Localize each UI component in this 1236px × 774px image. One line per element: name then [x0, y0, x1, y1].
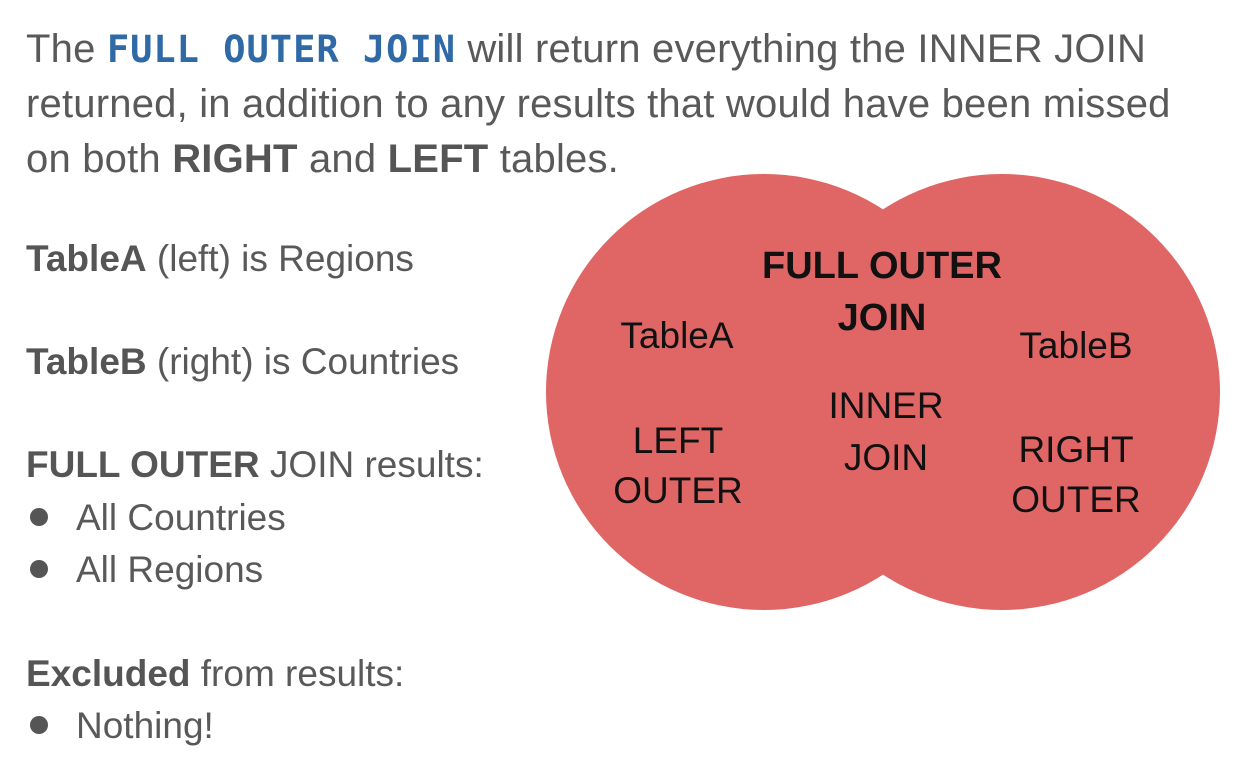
result-item-regions: All Regions: [76, 549, 264, 590]
venn-right-outer-line1: RIGHT: [1018, 429, 1133, 470]
table-b-description: TableB (right) is Countries: [26, 340, 459, 384]
full-outer-join-keyword: FULL OUTER JOIN: [106, 28, 456, 71]
excluded-heading: Excluded from results:: [26, 652, 404, 696]
table-b-text: (right) is Countries: [156, 341, 460, 382]
venn-title-line2: JOIN: [838, 297, 927, 339]
venn-table-a-label: TableA: [620, 315, 733, 356]
intro-paragraph: The FULL OUTER JOIN will return everythi…: [26, 22, 1226, 187]
left-keyword: LEFT: [387, 137, 489, 181]
venn-right-outer-line2: OUTER: [1011, 479, 1141, 520]
excluded-item-nothing: Nothing!: [76, 705, 214, 746]
table-a-description: TableA (left) is Regions: [26, 237, 414, 281]
list-item: Nothing!: [26, 704, 214, 748]
bullet-icon: [30, 508, 48, 527]
venn-title-line1: FULL OUTER: [762, 245, 1002, 287]
results-heading-bold: FULL OUTER: [26, 444, 260, 485]
results-heading-text: JOIN results:: [269, 444, 484, 485]
intro-and: and: [308, 137, 377, 181]
intro-suffix: tables.: [499, 137, 619, 181]
list-item: All Regions: [26, 548, 263, 592]
intro-text: will return everything the INNER JOIN re…: [26, 27, 1171, 181]
right-keyword: RIGHT: [172, 137, 298, 181]
excluded-heading-text: from results:: [200, 653, 405, 694]
venn-table-b-label: TableB: [1019, 325, 1132, 366]
result-item-countries: All Countries: [76, 497, 286, 538]
venn-inner-line1: INNER: [828, 385, 943, 426]
intro-prefix: The: [26, 27, 96, 71]
results-heading: FULL OUTER JOIN results:: [26, 443, 484, 487]
table-b-label: TableB: [26, 341, 147, 382]
table-a-text: (left) is Regions: [156, 238, 414, 279]
table-a-label: TableA: [26, 238, 147, 279]
table-b-circle: [784, 174, 1220, 610]
venn-left-outer-line2: OUTER: [613, 470, 743, 511]
bullet-icon: [30, 560, 48, 579]
list-item: All Countries: [26, 496, 286, 540]
venn-left-outer-line1: LEFT: [633, 420, 723, 461]
venn-inner-line2: JOIN: [844, 437, 928, 478]
excluded-heading-bold: Excluded: [26, 653, 191, 694]
bullet-icon: [30, 716, 48, 735]
